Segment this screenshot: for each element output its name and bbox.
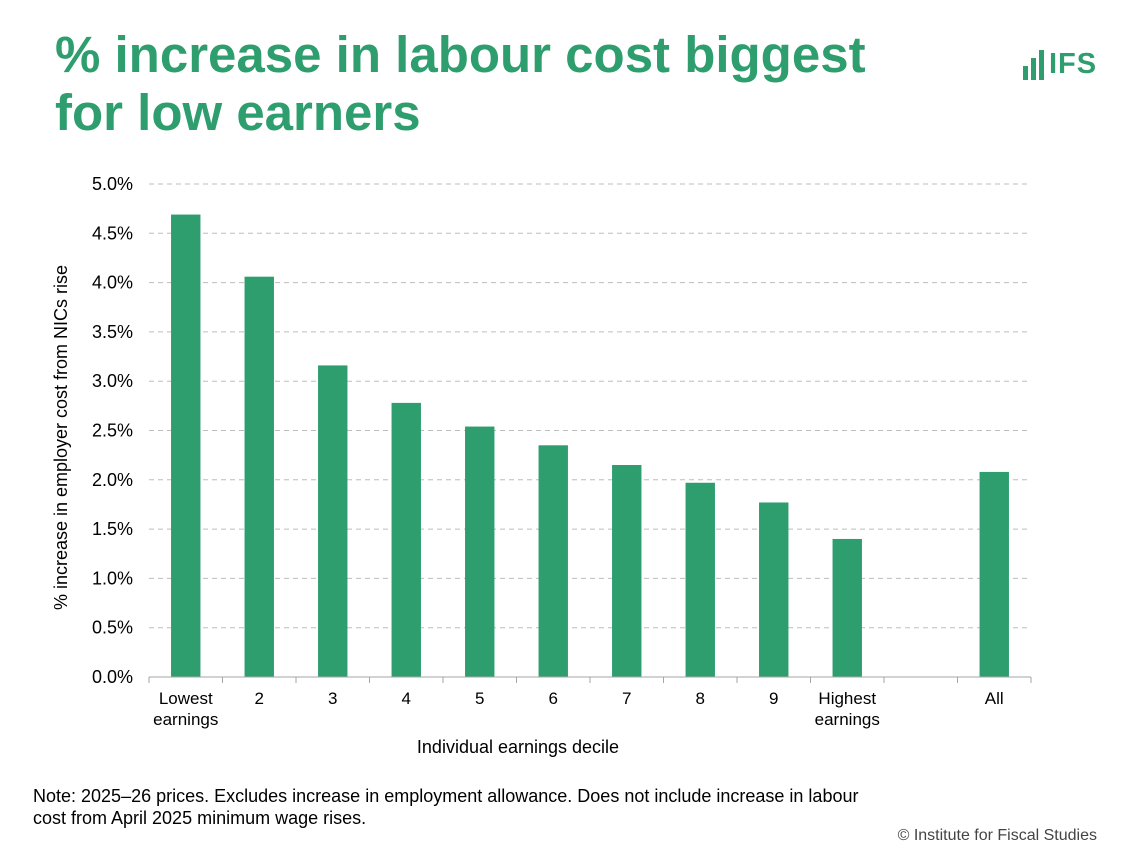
x-category-label: 5 bbox=[475, 689, 484, 708]
bar bbox=[685, 482, 715, 677]
bar bbox=[759, 502, 789, 677]
bar-chart: 0.0% 0.5% 1.0% 1.5% 2.0% 2.5% 3.0% 3.5% 4.0% 4.5%… bbox=[51, 174, 1032, 757]
bar bbox=[538, 445, 568, 677]
y-tick-label: 0.0% bbox=[92, 667, 133, 687]
y-tick-label: 2.0% bbox=[92, 470, 133, 490]
x-category-label: Highest bbox=[818, 689, 876, 708]
bar bbox=[465, 426, 495, 677]
bar bbox=[244, 276, 274, 677]
x-category-label: Lowest bbox=[159, 689, 213, 708]
x-category-label: earnings bbox=[153, 710, 218, 729]
y-tick-label: 3.5% bbox=[92, 322, 133, 342]
chart-title-line-2: for low earners bbox=[55, 84, 421, 141]
y-tick-label: 0.5% bbox=[92, 618, 133, 638]
y-tick-label: 2.5% bbox=[92, 421, 133, 441]
x-category-label: 9 bbox=[769, 689, 778, 708]
bar bbox=[612, 465, 642, 677]
x-axis-title: Individual earnings decile bbox=[417, 737, 619, 757]
x-category-label: 3 bbox=[328, 689, 337, 708]
bar bbox=[171, 214, 201, 678]
copyright: © Institute for Fiscal Studies bbox=[897, 827, 1097, 844]
bars bbox=[171, 214, 1009, 678]
logo-text: IFS bbox=[1049, 48, 1098, 80]
ifs-logo: IFS bbox=[1023, 38, 1099, 80]
x-category-label: 4 bbox=[402, 689, 411, 708]
chart-title: % increase in labour cost biggest for lo… bbox=[55, 26, 995, 142]
y-tick-label: 1.0% bbox=[92, 568, 133, 588]
x-category-label: 8 bbox=[696, 689, 705, 708]
x-category-label: All bbox=[985, 689, 1004, 708]
x-category-label: 6 bbox=[549, 689, 558, 708]
y-tick-label: 3.0% bbox=[92, 371, 133, 391]
y-axis-title: % increase in employer cost from NICs ri… bbox=[51, 265, 71, 610]
y-tick-label: 4.0% bbox=[92, 273, 133, 293]
bar bbox=[979, 471, 1009, 677]
x-axis bbox=[148, 676, 1032, 683]
x-category-label: earnings bbox=[815, 710, 880, 729]
y-tick-label: 5.0% bbox=[92, 174, 133, 194]
bar bbox=[391, 402, 421, 677]
bar bbox=[318, 365, 348, 677]
y-tick-label: 1.5% bbox=[92, 519, 133, 539]
x-axis-categories: Lowest earnings 2 3 4 5 6 7 8 9 Highest earnings All bbox=[153, 689, 1004, 729]
x-category-label: 2 bbox=[255, 689, 264, 708]
y-axis-ticks: 0.0% 0.5% 1.0% 1.5% 2.0% 2.5% 3.0% 3.5% 4.0% 4.5%… bbox=[92, 174, 133, 687]
x-category-label: 7 bbox=[622, 689, 631, 708]
y-tick-label: 4.5% bbox=[92, 223, 133, 243]
gridlines bbox=[149, 183, 1031, 629]
footnote: Note: 2025–26 prices. Excludes increase … bbox=[33, 786, 859, 828]
chart-title-line-1: % increase in labour cost biggest bbox=[55, 26, 866, 83]
bar bbox=[832, 538, 862, 677]
